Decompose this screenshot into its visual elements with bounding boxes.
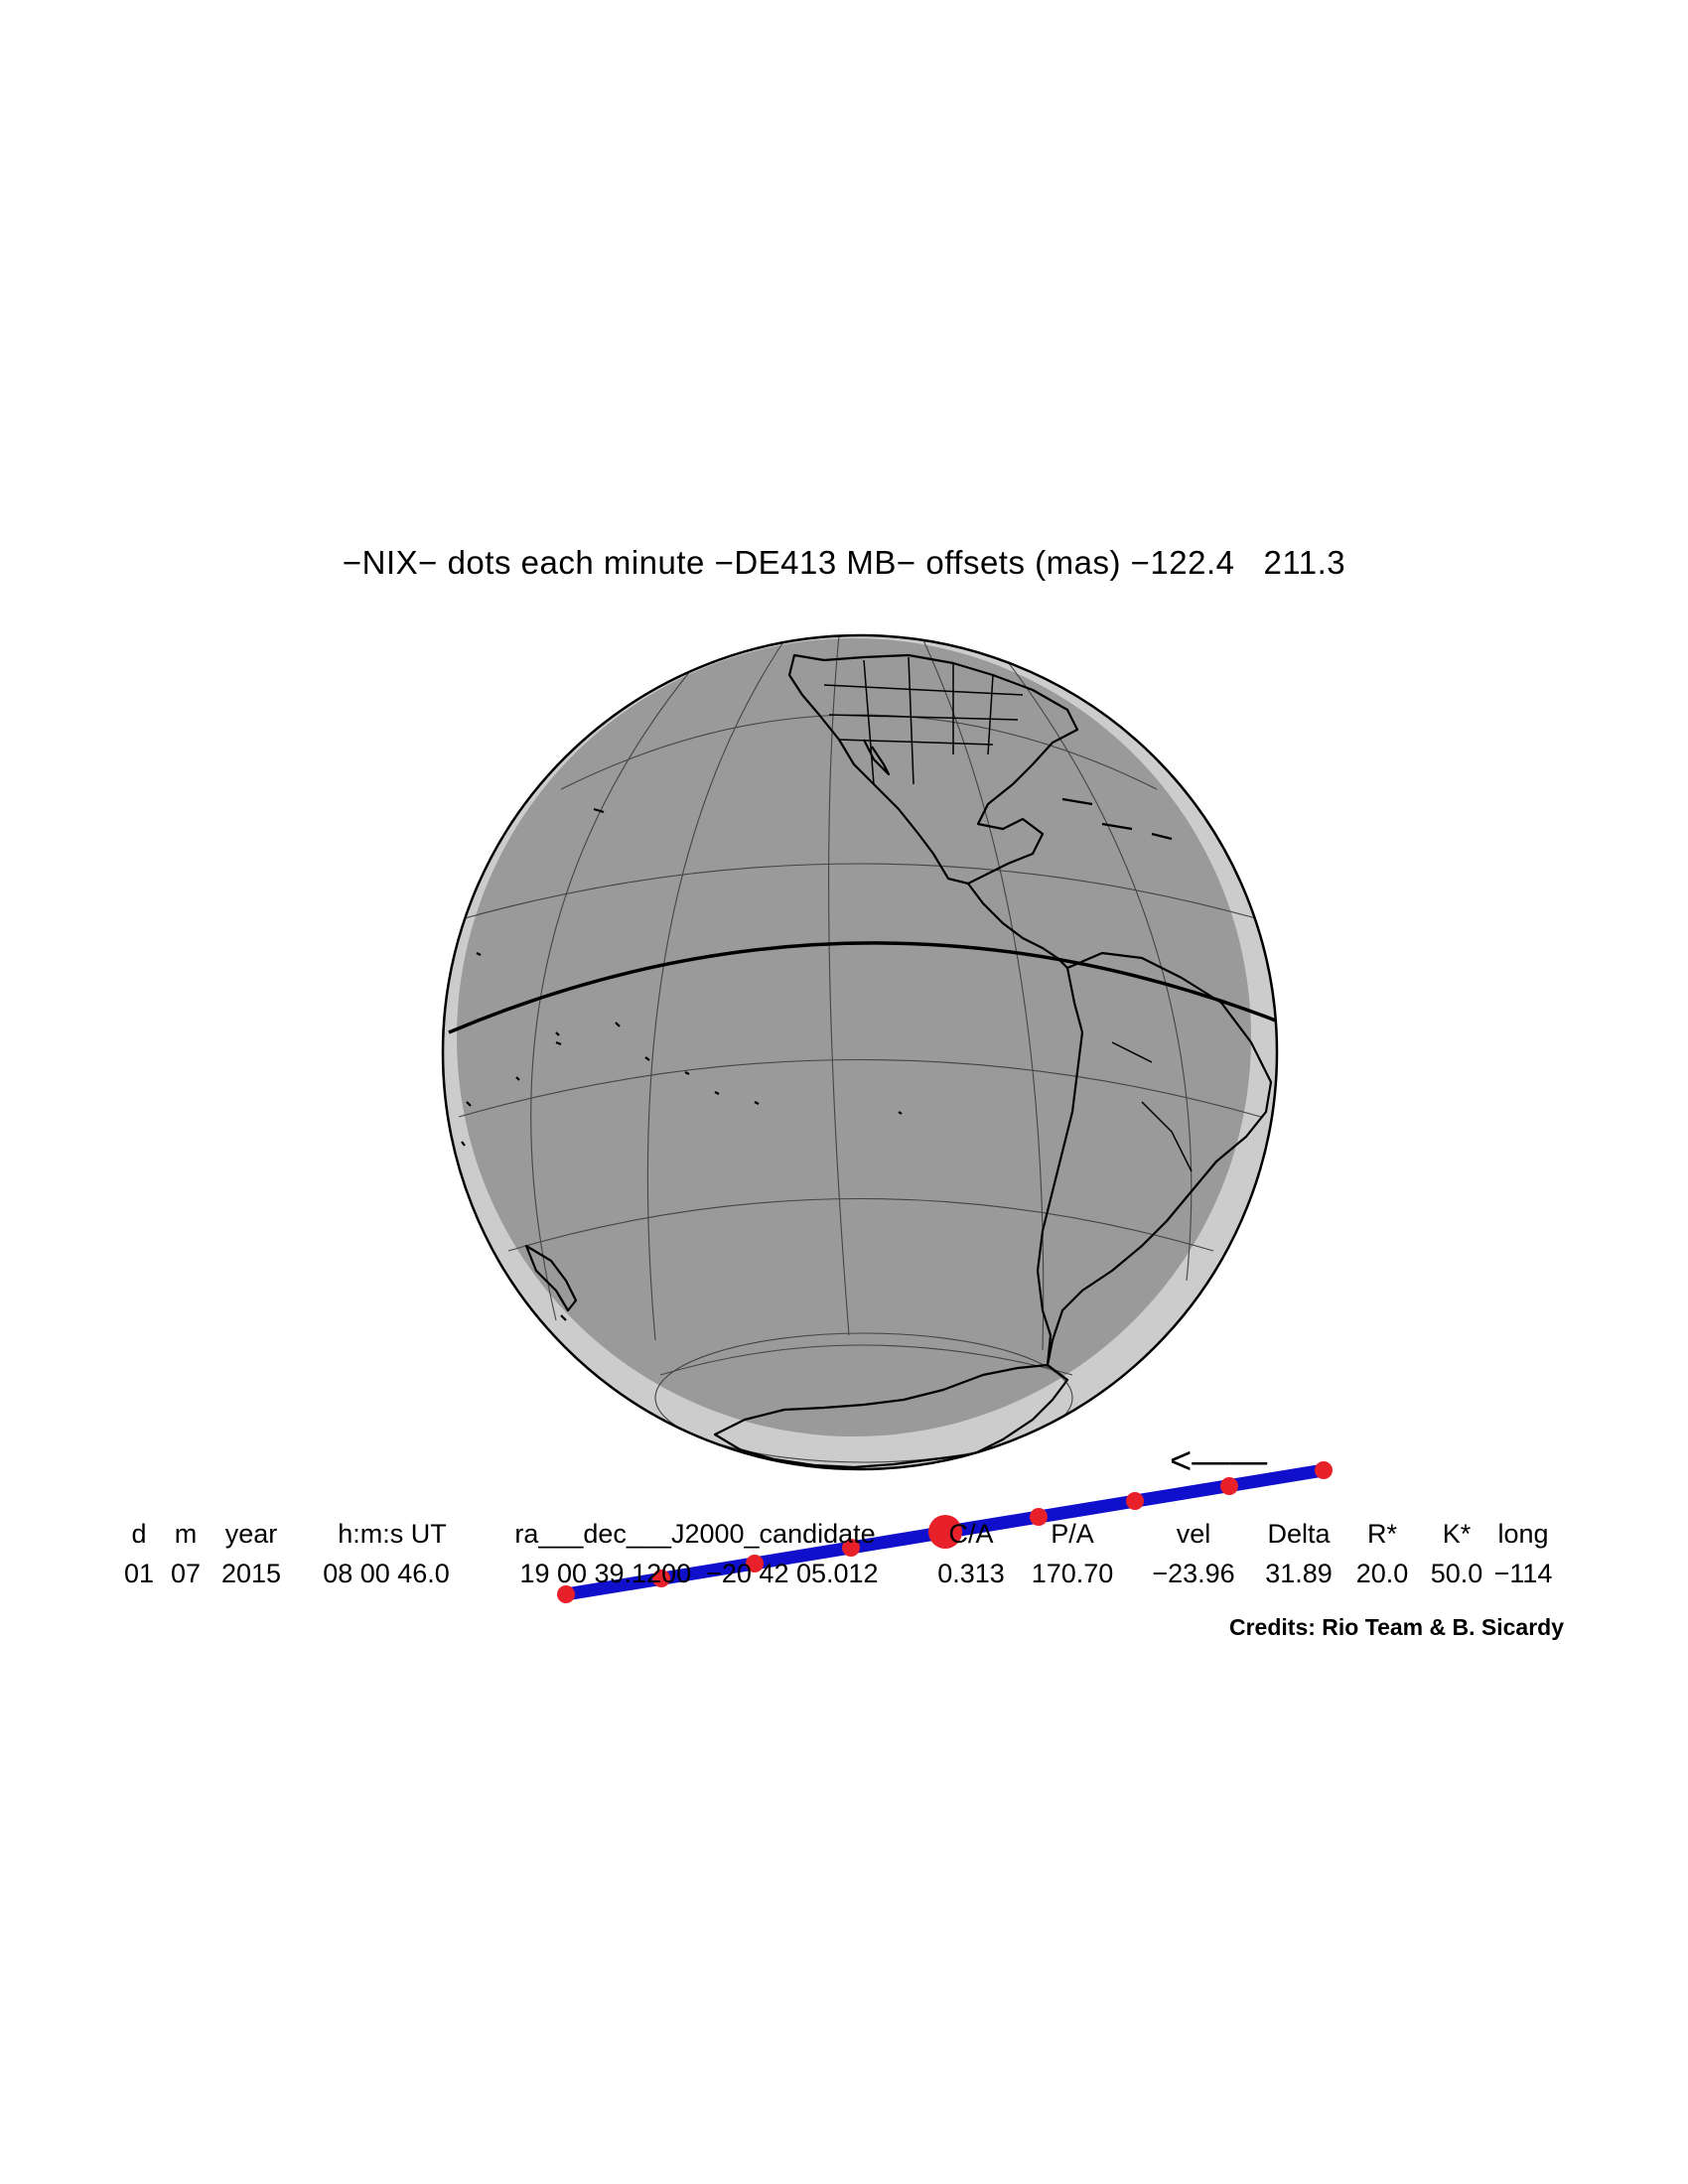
- header-pa: P/A: [1051, 1519, 1094, 1549]
- credits-text: Credits: Rio Team & B. Sicardy: [1229, 1614, 1564, 1640]
- header-month: m: [174, 1519, 198, 1549]
- value-vel: −23.96: [1152, 1559, 1235, 1588]
- header-delta: Delta: [1267, 1519, 1331, 1549]
- minute-dot: [557, 1585, 575, 1603]
- header-k-star: K*: [1442, 1519, 1472, 1549]
- header-r-star: R*: [1366, 1519, 1398, 1549]
- value-ca: 0.313: [937, 1559, 1005, 1588]
- minute-dot: [746, 1555, 764, 1572]
- minute-dot: [1030, 1508, 1048, 1526]
- coastlines: [461, 653, 1273, 1469]
- value-day: 01: [123, 1559, 155, 1588]
- map-title: −NIX− dots each minute −DE413 MB− offset…: [342, 544, 1346, 581]
- value-delta: 31.89: [1265, 1559, 1333, 1588]
- closest-approach-dot: [928, 1515, 962, 1549]
- minute-dot: [842, 1539, 860, 1557]
- value-pa: 170.70: [1031, 1559, 1114, 1588]
- night-side-region: [457, 638, 1251, 1436]
- value-month: 07: [170, 1559, 202, 1588]
- minute-dot: [1126, 1492, 1144, 1510]
- header-year: year: [224, 1519, 278, 1549]
- value-coordinates: 19 00 39.1200 −20 42 05.012: [519, 1559, 879, 1588]
- occultation-track: [557, 1461, 1333, 1603]
- direction-arrow: <——: [1170, 1440, 1267, 1482]
- header-day: d: [131, 1519, 147, 1549]
- minute-dot: [652, 1570, 670, 1587]
- header-time: h:m:s UT: [338, 1519, 447, 1549]
- minute-dot: [1315, 1461, 1333, 1479]
- header-vel: vel: [1176, 1519, 1211, 1549]
- minute-dot: [1220, 1477, 1238, 1495]
- globe-outline: [441, 633, 1279, 1471]
- value-r-star: 20.0: [1355, 1559, 1409, 1588]
- value-time: 08 00 46.0: [323, 1559, 450, 1588]
- value-long: −114: [1493, 1559, 1553, 1588]
- header-ca: C/A: [948, 1519, 994, 1549]
- value-k-star: 50.0: [1430, 1559, 1483, 1588]
- header-coordinates: ra___dec___J2000_candidate: [514, 1519, 876, 1549]
- value-year: 2015: [220, 1559, 282, 1588]
- header-long: long: [1497, 1519, 1549, 1549]
- equator-line: [448, 941, 1277, 1034]
